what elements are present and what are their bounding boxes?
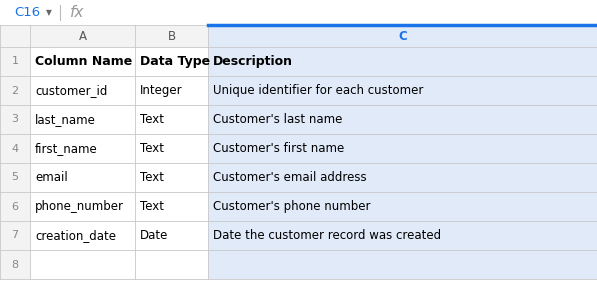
Bar: [0, 192, 30, 221]
Text: customer_id: customer_id: [35, 84, 107, 97]
Bar: [208, 25, 597, 47]
Text: Text: Text: [140, 171, 164, 184]
Text: 1: 1: [11, 57, 19, 67]
Bar: [0, 250, 30, 279]
Text: fx: fx: [70, 5, 84, 20]
Bar: [208, 76, 597, 105]
Text: email: email: [35, 171, 67, 184]
Bar: [135, 76, 208, 105]
Text: creation_date: creation_date: [35, 229, 116, 242]
Text: Integer: Integer: [140, 84, 183, 97]
Bar: [208, 163, 597, 192]
Bar: [208, 221, 597, 250]
Bar: [208, 47, 597, 76]
Text: 5: 5: [11, 173, 19, 183]
Bar: [208, 105, 597, 134]
Bar: [30, 163, 135, 192]
Text: 3: 3: [11, 115, 19, 125]
Bar: [30, 192, 135, 221]
Text: C: C: [398, 29, 407, 42]
Bar: [135, 192, 208, 221]
Text: A: A: [78, 29, 87, 42]
Text: Text: Text: [140, 142, 164, 155]
Bar: [0, 0, 597, 25]
Text: 7: 7: [11, 230, 19, 241]
Bar: [0, 279, 597, 283]
Text: Date: Date: [140, 229, 168, 242]
Bar: [208, 250, 597, 279]
Bar: [0, 134, 30, 163]
Text: Customer's last name: Customer's last name: [213, 113, 342, 126]
Bar: [30, 221, 135, 250]
Bar: [30, 134, 135, 163]
Text: Customer's phone number: Customer's phone number: [213, 200, 371, 213]
Text: Text: Text: [140, 113, 164, 126]
Bar: [0, 105, 30, 134]
Bar: [0, 221, 30, 250]
Bar: [30, 76, 135, 105]
Bar: [0, 76, 30, 105]
Bar: [30, 250, 135, 279]
Text: Column Name: Column Name: [35, 55, 133, 68]
Bar: [30, 47, 135, 76]
Bar: [208, 192, 597, 221]
Text: 8: 8: [11, 260, 19, 269]
Text: Date the customer record was created: Date the customer record was created: [213, 229, 441, 242]
Bar: [208, 134, 597, 163]
Bar: [135, 134, 208, 163]
Text: ▼: ▼: [46, 8, 52, 18]
Text: 4: 4: [11, 143, 19, 153]
Text: Description: Description: [213, 55, 293, 68]
Bar: [0, 47, 30, 76]
Text: phone_number: phone_number: [35, 200, 124, 213]
Text: Customer's email address: Customer's email address: [213, 171, 367, 184]
Bar: [135, 105, 208, 134]
Bar: [135, 163, 208, 192]
Text: 6: 6: [11, 201, 19, 211]
Text: Customer's first name: Customer's first name: [213, 142, 344, 155]
Bar: [30, 105, 135, 134]
Bar: [135, 221, 208, 250]
Text: Data Type: Data Type: [140, 55, 210, 68]
Text: 2: 2: [11, 85, 19, 95]
Text: first_name: first_name: [35, 142, 98, 155]
Bar: [0, 163, 30, 192]
Bar: [30, 25, 135, 47]
Text: Unique identifier for each customer: Unique identifier for each customer: [213, 84, 423, 97]
Text: last_name: last_name: [35, 113, 96, 126]
Text: C16: C16: [14, 6, 40, 19]
Text: B: B: [167, 29, 176, 42]
Text: Text: Text: [140, 200, 164, 213]
Bar: [0, 25, 30, 47]
Bar: [135, 250, 208, 279]
Bar: [135, 25, 208, 47]
Bar: [135, 47, 208, 76]
